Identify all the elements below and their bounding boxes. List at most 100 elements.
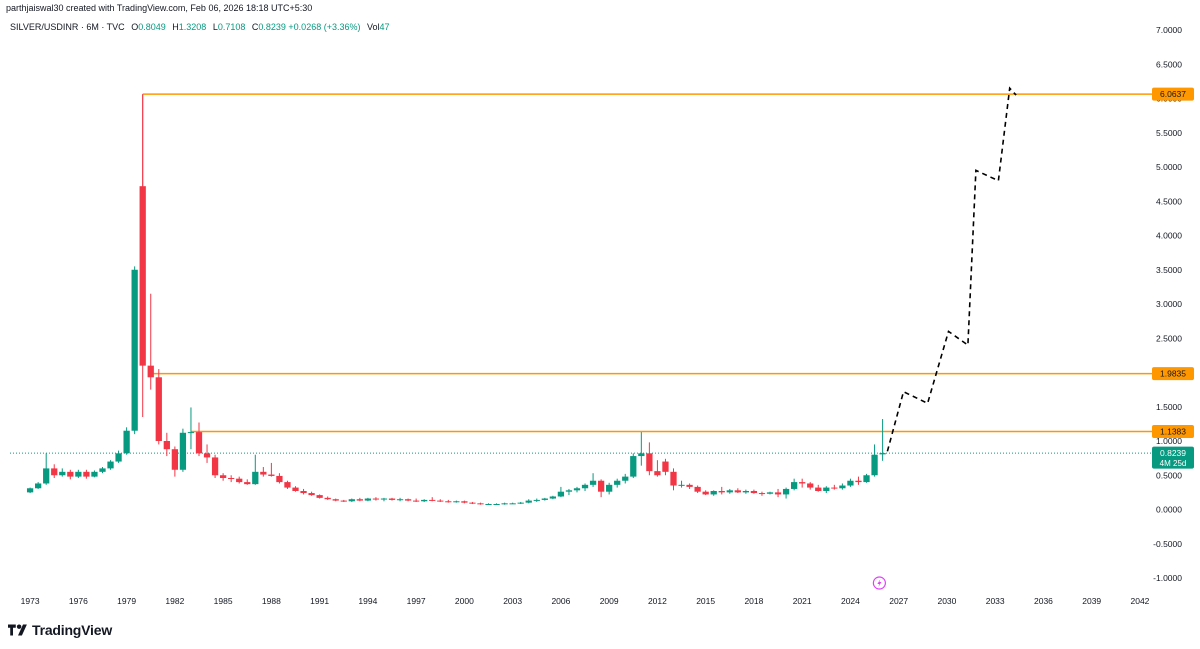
- x-tick-label: 1982: [165, 596, 184, 606]
- candle-body: [396, 499, 404, 501]
- current-price-label-bg: [1152, 446, 1194, 469]
- candle: [766, 491, 774, 495]
- candle-body: [356, 499, 363, 501]
- candle: [324, 496, 331, 500]
- candle: [356, 497, 363, 502]
- candle: [268, 462, 275, 477]
- x-tick-label: 2039: [1082, 596, 1101, 606]
- x-tick-label: 2030: [937, 596, 956, 606]
- y-tick-label: 5.5000: [1156, 128, 1182, 138]
- attribution-text: parthjaiswal30 created with TradingView.…: [6, 3, 313, 13]
- candle: [203, 444, 211, 463]
- candle: [589, 473, 597, 487]
- candle: [847, 478, 854, 487]
- candle-body: [589, 480, 597, 485]
- candle: [260, 467, 267, 477]
- candle-body: [340, 500, 347, 502]
- x-tick-label: 1988: [262, 596, 281, 606]
- candle: [276, 473, 283, 484]
- candle-body: [292, 487, 299, 492]
- candle-body: [750, 491, 758, 494]
- x-tick-label: 2024: [841, 596, 860, 606]
- y-tick-label: 0.0000: [1156, 505, 1182, 515]
- candle-body: [203, 453, 211, 458]
- bar-countdown-label: 4M 25d: [1160, 459, 1187, 468]
- candle: [879, 419, 886, 461]
- candle-body: [638, 453, 645, 457]
- candle: [316, 494, 323, 499]
- horizontal-levels: [142, 93, 1154, 433]
- chart-frame[interactable]: 7.00006.50006.00005.50005.00004.50004.00…: [0, 0, 1200, 613]
- candle: [51, 464, 58, 478]
- candle-body: [316, 495, 323, 498]
- candle-body: [139, 186, 146, 366]
- candle-body: [742, 491, 750, 493]
- candle: [252, 454, 259, 485]
- candle-body: [630, 456, 637, 477]
- candle-body: [477, 503, 484, 505]
- candle: [807, 482, 814, 490]
- candle: [654, 460, 661, 477]
- candle: [863, 473, 870, 483]
- symbol-name[interactable]: SILVER/USDINR · 6M · TVC: [10, 22, 125, 32]
- candle: [758, 491, 766, 496]
- candle-body: [726, 490, 733, 493]
- candle: [155, 369, 162, 445]
- y-tick-label: 1.0000: [1156, 436, 1182, 446]
- price-chart[interactable]: 7.00006.50006.00005.50005.00004.50004.00…: [0, 0, 1200, 613]
- candle-body: [879, 453, 886, 455]
- candle-body: [790, 482, 798, 489]
- candle-body: [774, 492, 782, 495]
- candle: [799, 478, 806, 488]
- candle: [702, 490, 709, 496]
- tradingview-brand[interactable]: TradingView: [8, 620, 112, 640]
- projection-dashed-line: [886, 86, 1017, 452]
- y-tick-label: 4.5000: [1156, 196, 1182, 206]
- x-tick-label: 1997: [407, 596, 426, 606]
- candle: [75, 469, 82, 478]
- level-label-bg: [1152, 425, 1194, 439]
- candle-body: [155, 377, 162, 441]
- candle: [163, 432, 170, 457]
- candle: [493, 503, 500, 506]
- candle: [622, 473, 629, 484]
- candle: [107, 460, 114, 470]
- candle: [525, 499, 532, 504]
- candle: [485, 503, 492, 506]
- candle: [855, 476, 862, 485]
- candle: [308, 491, 315, 496]
- candle: [364, 497, 372, 502]
- candle-body: [236, 478, 243, 483]
- candle: [284, 480, 291, 489]
- y-tick-label: 2.5000: [1156, 333, 1182, 343]
- candle-body: [606, 484, 613, 492]
- candle-body: [678, 484, 685, 486]
- y-tick-label: 1.5000: [1156, 402, 1182, 412]
- candle-body: [597, 480, 605, 492]
- candle-body: [662, 461, 669, 472]
- candle-body: [228, 477, 235, 479]
- candle-body: [622, 476, 629, 481]
- candle-body: [758, 493, 766, 495]
- x-tick-label: 2018: [744, 596, 763, 606]
- level-label-text: 6.0637: [1160, 89, 1186, 99]
- candle: [244, 479, 251, 485]
- change-value: +0.0268 (+3.36%): [288, 22, 361, 32]
- candle: [782, 487, 790, 499]
- candle-body: [324, 497, 331, 500]
- candle-body: [26, 488, 34, 493]
- candle: [380, 497, 388, 502]
- current-price-label: 0.8239: [1160, 448, 1186, 458]
- candle-body: [807, 483, 814, 488]
- level-label-bg: [1152, 87, 1194, 101]
- candle-body: [815, 487, 822, 492]
- candle-body: [533, 499, 540, 501]
- candle-body: [43, 468, 50, 484]
- candle: [195, 422, 203, 457]
- candle: [533, 498, 540, 502]
- candle: [646, 442, 653, 476]
- candle-body: [654, 471, 661, 476]
- candle: [59, 468, 66, 477]
- candle: [614, 478, 621, 488]
